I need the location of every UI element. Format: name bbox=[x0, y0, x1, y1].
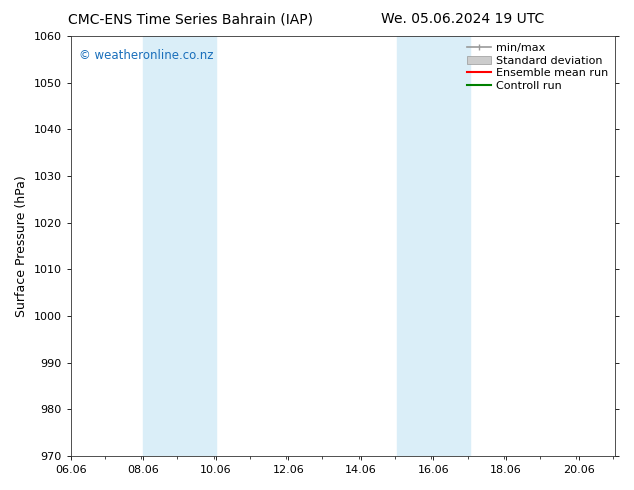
Text: We. 05.06.2024 19 UTC: We. 05.06.2024 19 UTC bbox=[381, 12, 545, 26]
Y-axis label: Surface Pressure (hPa): Surface Pressure (hPa) bbox=[15, 175, 28, 317]
Bar bbox=[434, 36, 470, 456]
Bar bbox=[143, 36, 216, 456]
Legend: min/max, Standard deviation, Ensemble mean run, Controll run: min/max, Standard deviation, Ensemble me… bbox=[463, 40, 612, 95]
Text: © weatheronline.co.nz: © weatheronline.co.nz bbox=[79, 49, 214, 62]
Text: CMC-ENS Time Series Bahrain (IAP): CMC-ENS Time Series Bahrain (IAP) bbox=[68, 12, 313, 26]
Bar bbox=[397, 36, 434, 456]
